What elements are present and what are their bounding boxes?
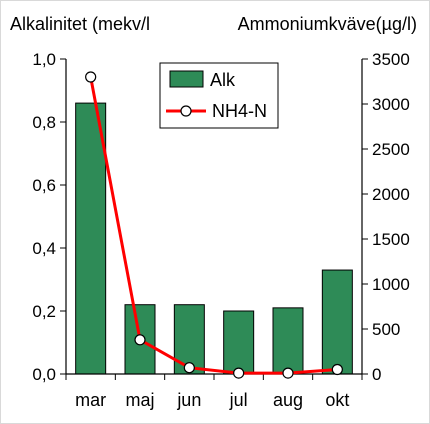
- line-point: [85, 71, 97, 83]
- legend-swatch-nh4-marker: [180, 105, 192, 117]
- bar: [75, 102, 107, 375]
- axes: 0,0 0,2 0,4 0,6 0,8 1,0 0 500 1000 1500 2000 2500 30…: [32, 50, 409, 410]
- line-series: [85, 71, 343, 379]
- legend-swatch-alk: [169, 70, 204, 88]
- x-tick-label: mar: [75, 390, 106, 410]
- legend: Alk NH4-N: [159, 62, 279, 129]
- x-tick-label: maj: [125, 390, 154, 410]
- line-point: [282, 367, 294, 379]
- bar: [321, 269, 353, 375]
- nh4-n-line: [89, 76, 338, 375]
- y-left-tick-label: 0,2: [32, 302, 56, 321]
- y-left-tick-label: 0,8: [32, 113, 56, 132]
- y-left-tick-label: 0,0: [32, 365, 56, 384]
- y-left-tick-label: 1,0: [32, 50, 56, 69]
- x-tick-label: aug: [273, 390, 303, 410]
- y-right-tick-label: 500: [372, 320, 400, 339]
- y-left-tick-label: 0,6: [32, 176, 56, 195]
- legend-label-alk: Alk: [210, 70, 236, 90]
- y-right-tick-label: 1000: [372, 275, 410, 294]
- line-point: [233, 367, 245, 379]
- y-right-tick-label: 0: [372, 365, 381, 384]
- y-right-tick-label: 2000: [372, 185, 410, 204]
- y-right-tick-label: 1500: [372, 230, 410, 249]
- legend-label-nh4: NH4-N: [212, 101, 267, 121]
- y-axis-right-label: Ammoniumkväve(µg/l): [238, 14, 417, 34]
- y-left-tick-label: 0,4: [32, 239, 56, 258]
- y-right-tick-label: 3500: [372, 50, 410, 69]
- bar: [272, 307, 304, 375]
- y-right-tick-label: 3000: [372, 95, 410, 114]
- bar: [223, 310, 255, 375]
- line-point: [134, 334, 146, 346]
- x-tick-label: jul: [229, 390, 248, 410]
- x-tick-label: jun: [176, 390, 201, 410]
- x-tick-label: okt: [325, 390, 349, 410]
- line-point: [183, 362, 195, 374]
- line-point: [331, 363, 343, 376]
- y-axis-left-label: Alkalinitet (mekv/l: [10, 14, 150, 34]
- y-right-tick-label: 2500: [372, 140, 410, 159]
